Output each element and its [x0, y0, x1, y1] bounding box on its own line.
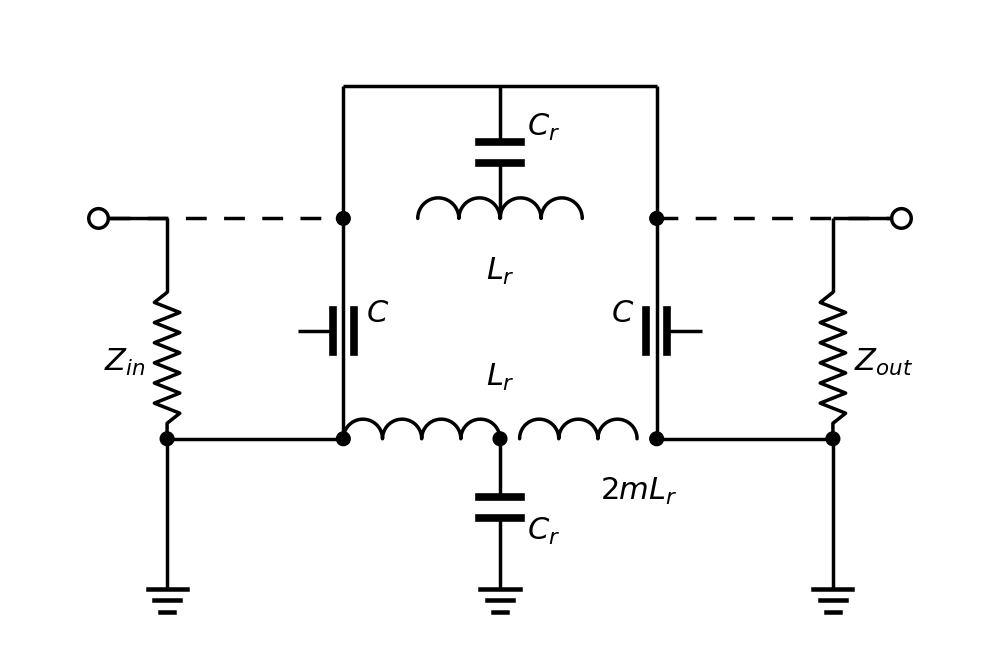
Circle shape [89, 208, 108, 228]
Text: $L_r$: $L_r$ [486, 362, 514, 393]
Circle shape [493, 432, 507, 446]
Circle shape [650, 212, 664, 225]
Text: $C_r$: $C_r$ [527, 113, 561, 143]
Circle shape [160, 432, 174, 446]
Text: $2mL_r$: $2mL_r$ [600, 476, 677, 507]
Text: $C$: $C$ [366, 298, 389, 329]
Circle shape [650, 432, 664, 446]
Circle shape [826, 432, 840, 446]
Text: $Z_{in}$: $Z_{in}$ [104, 347, 146, 378]
Circle shape [336, 432, 350, 446]
Text: $C$: $C$ [611, 298, 634, 329]
Text: $C_r$: $C_r$ [527, 516, 561, 547]
Circle shape [336, 212, 350, 225]
Circle shape [892, 208, 911, 228]
Text: $Z_{out}$: $Z_{out}$ [854, 347, 914, 378]
Text: $L_r$: $L_r$ [486, 256, 514, 287]
